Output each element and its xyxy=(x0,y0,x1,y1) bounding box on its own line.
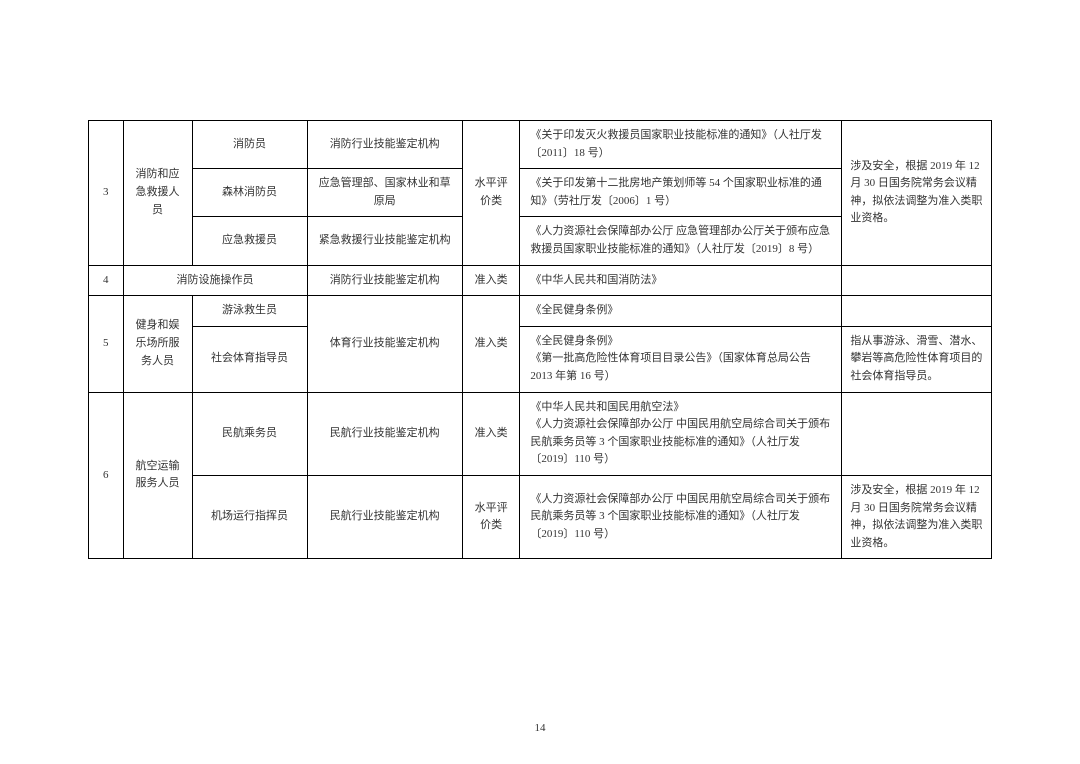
job-cell: 游泳救生员 xyxy=(192,296,307,327)
note-cell: 指从事游泳、滑雪、潜水、攀岩等高危险性体育项目的社会体育指导员。 xyxy=(842,326,992,392)
basis-cell: 《中华人民共和国民用航空法》 《人力资源社会保障部办公厅 中国民用航空局综合司关… xyxy=(520,392,842,475)
job-cell: 消防设施操作员 xyxy=(123,265,307,296)
job-cell: 应急救援员 xyxy=(192,217,307,265)
basis-cell: 《人力资源社会保障部办公厅 中国民用航空局综合司关于颁布民航乘务员等 3 个国家… xyxy=(520,475,842,558)
category-cell: 航空运输服务人员 xyxy=(123,392,192,559)
note-cell xyxy=(842,392,992,475)
basis-cell: 《全民健身条例》 xyxy=(520,296,842,327)
row-number: 5 xyxy=(89,296,124,392)
job-cell: 民航乘务员 xyxy=(192,392,307,475)
type-cell: 准入类 xyxy=(462,392,520,475)
table-row: 5 健身和娱乐场所服务人员 游泳救生员 体育行业技能鉴定机构 准入类 《全民健身… xyxy=(89,296,992,327)
org-cell: 应急管理部、国家林业和草原局 xyxy=(307,169,462,217)
document-page: 3 消防和应急救援人员 消防员 消防行业技能鉴定机构 水平评价类 《关于印发灭火… xyxy=(0,0,1080,619)
job-cell: 机场运行指挥员 xyxy=(192,475,307,558)
type-cell: 水平评价类 xyxy=(462,121,520,266)
org-cell: 消防行业技能鉴定机构 xyxy=(307,121,462,169)
basis-cell: 《关于印发第十二批房地产策划师等 54 个国家职业标准的通知》（劳社厅发〔200… xyxy=(520,169,842,217)
qualifications-table: 3 消防和应急救援人员 消防员 消防行业技能鉴定机构 水平评价类 《关于印发灭火… xyxy=(88,120,992,559)
org-cell: 体育行业技能鉴定机构 xyxy=(307,296,462,392)
table-row: 机场运行指挥员 民航行业技能鉴定机构 水平评价类 《人力资源社会保障部办公厅 中… xyxy=(89,475,992,558)
org-cell: 消防行业技能鉴定机构 xyxy=(307,265,462,296)
table-row: 3 消防和应急救援人员 消防员 消防行业技能鉴定机构 水平评价类 《关于印发灭火… xyxy=(89,121,992,169)
row-number: 3 xyxy=(89,121,124,266)
job-cell: 社会体育指导员 xyxy=(192,326,307,392)
category-cell: 消防和应急救援人员 xyxy=(123,121,192,266)
org-cell: 紧急救援行业技能鉴定机构 xyxy=(307,217,462,265)
org-cell: 民航行业技能鉴定机构 xyxy=(307,475,462,558)
note-cell: 涉及安全，根据 2019 年 12 月 30 日国务院常务会议精神，拟依法调整为… xyxy=(842,121,992,266)
table-row: 社会体育指导员 《全民健身条例》 《第一批高危险性体育项目目录公告》（国家体育总… xyxy=(89,326,992,392)
job-cell: 消防员 xyxy=(192,121,307,169)
job-cell: 森林消防员 xyxy=(192,169,307,217)
note-cell xyxy=(842,296,992,327)
category-cell: 健身和娱乐场所服务人员 xyxy=(123,296,192,392)
note-cell: 涉及安全，根据 2019 年 12 月 30 日国务院常务会议精神，拟依法调整为… xyxy=(842,475,992,558)
page-number: 14 xyxy=(0,722,1080,734)
basis-cell: 《人力资源社会保障部办公厅 应急管理部办公厅关于颁布应急救援员国家职业技能标准的… xyxy=(520,217,842,265)
note-cell xyxy=(842,265,992,296)
table-row: 4 消防设施操作员 消防行业技能鉴定机构 准入类 《中华人民共和国消防法》 xyxy=(89,265,992,296)
type-cell: 准入类 xyxy=(462,296,520,392)
type-cell: 水平评价类 xyxy=(462,475,520,558)
row-number: 4 xyxy=(89,265,124,296)
basis-cell: 《中华人民共和国消防法》 xyxy=(520,265,842,296)
org-cell: 民航行业技能鉴定机构 xyxy=(307,392,462,475)
basis-cell: 《关于印发灭火救援员国家职业技能标准的通知》（人社厅发〔2011〕18 号） xyxy=(520,121,842,169)
table-row: 6 航空运输服务人员 民航乘务员 民航行业技能鉴定机构 准入类 《中华人民共和国… xyxy=(89,392,992,475)
type-cell: 准入类 xyxy=(462,265,520,296)
row-number: 6 xyxy=(89,392,124,559)
basis-cell: 《全民健身条例》 《第一批高危险性体育项目目录公告》（国家体育总局公告 2013… xyxy=(520,326,842,392)
